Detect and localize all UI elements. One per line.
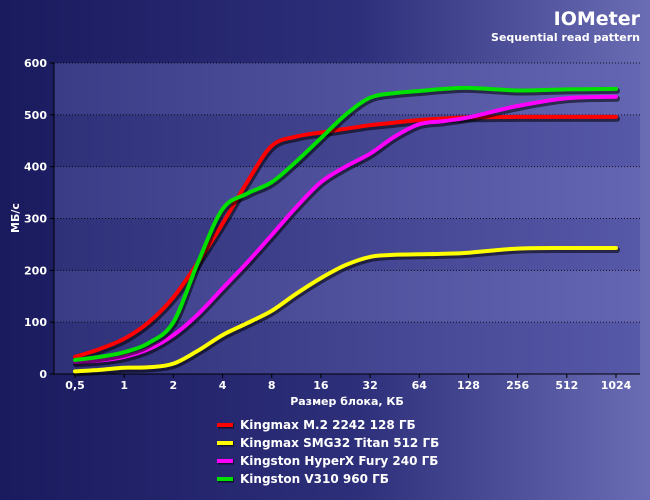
series-shadow — [73, 95, 620, 368]
x-tick-label: 16 — [313, 379, 329, 392]
x-tick-label: 1 — [120, 379, 128, 392]
y-tick-label: 600 — [24, 57, 47, 70]
x-tick-label: 32 — [362, 379, 377, 392]
legend-label: Kingmax M.2 2242 128 ГБ — [240, 418, 416, 432]
plot-band — [54, 270, 640, 323]
x-tick-label: 64 — [412, 379, 428, 392]
x-tick-label: 0,5 — [65, 379, 85, 392]
legend-label: Kingmax SMG32 Titan 512 ГБ — [240, 436, 439, 450]
plot-band — [54, 166, 640, 219]
y-tick-label: 300 — [24, 213, 47, 226]
x-axis-label: Размер блока, КБ — [290, 395, 404, 408]
y-tick-label: 200 — [24, 264, 47, 277]
x-tick-label: 512 — [555, 379, 578, 392]
series-line-1 — [73, 246, 618, 374]
legend: Kingmax M.2 2242 128 ГБ Kingmax SMG32 Tit… — [217, 418, 439, 486]
y-tick-label: 500 — [24, 109, 47, 122]
x-tick-label: 256 — [506, 379, 529, 392]
y-axis-label: МБ/с — [9, 203, 22, 233]
legend-label: Kingston HyperX Fury 240 ГБ — [240, 454, 438, 468]
series-shadow — [73, 247, 620, 377]
x-tick-label: 4 — [219, 379, 227, 392]
series-line-2 — [73, 94, 618, 365]
y-tick-label: 100 — [24, 316, 47, 329]
y-tick-label: 400 — [24, 161, 47, 174]
plot-band — [54, 114, 640, 167]
legend-label: Kingston V310 960 ГБ — [240, 472, 389, 486]
chart-title: IOMeter — [554, 8, 641, 30]
x-tick-label: 8 — [268, 379, 276, 392]
plot-band — [54, 218, 640, 271]
series-line-3 — [73, 85, 618, 362]
x-tick-label: 128 — [457, 379, 480, 392]
chart-subtitle: Sequential read pattern — [491, 31, 640, 44]
y-tick-label: 0 — [39, 368, 47, 381]
x-tick-label: 2 — [170, 379, 178, 392]
x-tick-label: 1024 — [601, 379, 632, 392]
